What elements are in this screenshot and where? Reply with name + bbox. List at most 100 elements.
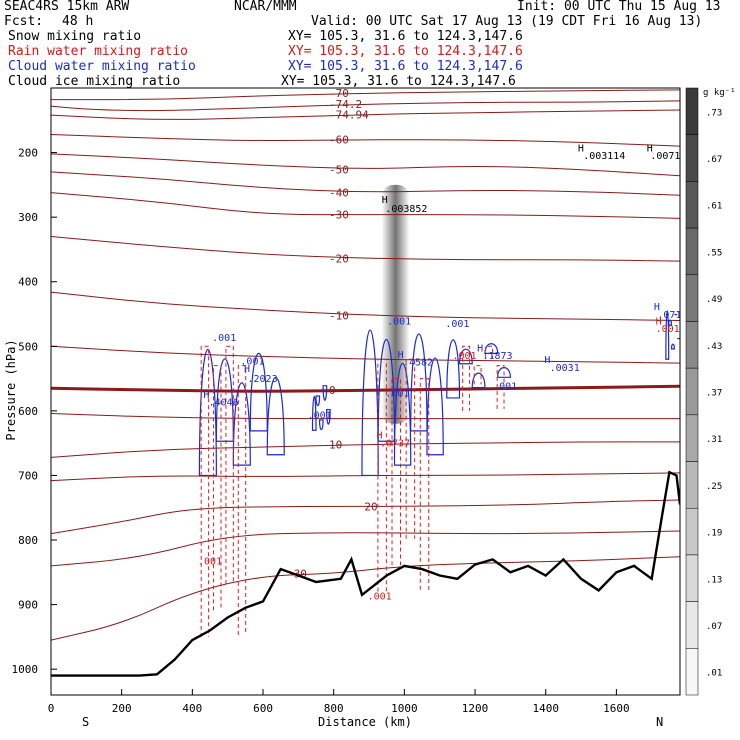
center-label: NCAR/MMM: [234, 0, 297, 14]
contour-annotation: .4046: [209, 398, 239, 409]
plot-area: -70-74.2-74.94-60-50-40-30-20-100102030H…: [51, 88, 680, 677]
contour-annotation: .001: [656, 324, 680, 335]
colorbar-swatch: [685, 648, 699, 696]
isotherm-3: [51, 134, 680, 147]
colorbar-swatch: [685, 274, 699, 322]
isotherm-4: [51, 153, 680, 177]
rain-contour: [496, 365, 505, 409]
isotherm-6: [51, 192, 680, 219]
isotherm-label: -10: [329, 309, 349, 322]
contour-annotation: .2023: [247, 374, 277, 385]
isotherm-5: [51, 171, 680, 196]
contour-annotation: H: [376, 431, 382, 442]
cloud-water-contour: [665, 310, 670, 360]
colorbar-label: .61: [706, 202, 722, 212]
cloud-water-contour: [426, 357, 444, 456]
rain-region-2: [462, 345, 505, 411]
colorbar-label: .55: [706, 248, 722, 258]
x-tick-label: 200: [112, 702, 132, 715]
isotherm-label: -50: [329, 163, 349, 176]
contour-annotation: H: [544, 355, 550, 366]
contour-annotation: .0031: [550, 363, 580, 374]
field-cloud-ice-name: Cloud ice mixing ratio: [8, 74, 181, 89]
isotherm-11: [51, 413, 680, 420]
endpoint-north: N: [656, 715, 663, 729]
colorbar-label: .67: [706, 155, 722, 165]
contour-annotation: .0071: [650, 151, 680, 162]
cloud-water-region-0: [198, 349, 285, 477]
isotherm-10: [51, 384, 680, 393]
init-time: Init: 00 UTC Thu 15 Aug 13: [517, 0, 721, 14]
cloud-water-contour: [318, 419, 324, 431]
axes: 0 200 400 600 800 1000 1200 1400 160020030040050…: [4, 147, 663, 729]
cloud-water-contour: [361, 329, 379, 477]
rain-contour: [200, 345, 210, 637]
cloud-water-contour: [311, 395, 317, 431]
colorbar-swatch: [685, 601, 699, 649]
colorbar-swatch: [685, 87, 699, 135]
rain-contour: [391, 378, 401, 566]
contour-annotation: H: [203, 390, 209, 401]
contour-annotation: H: [382, 195, 388, 206]
forecast-hours: 48 h: [62, 14, 94, 29]
colorbar-label: .73: [706, 108, 722, 118]
isotherm-9: [51, 345, 680, 364]
x-tick-label: 1600: [603, 702, 630, 715]
colorbar-units: g kg⁻¹: [703, 88, 736, 98]
isotherm-label: -74.94: [329, 108, 369, 121]
y-tick-label: 900: [18, 599, 38, 612]
y-tick-label: 800: [18, 534, 38, 547]
contour-annotation: .001: [387, 316, 411, 327]
cloud-water-contour: [326, 408, 331, 425]
x-tick-label: 0: [48, 702, 55, 715]
rain-contour: [237, 365, 247, 635]
cloud-water-contour: [377, 339, 396, 442]
y-tick-label: 600: [18, 405, 38, 418]
colorbar-label: .43: [706, 342, 722, 352]
cloud-water-contour: [471, 372, 486, 389]
y-tick-label: 500: [18, 340, 38, 353]
isotherm-label: -60: [329, 134, 349, 147]
cloud-water-contour: [497, 367, 511, 378]
colorbar-label: .49: [706, 295, 722, 305]
colorbar-swatch: [685, 414, 699, 462]
cloud-water-contour: [322, 385, 328, 401]
field-cloud-water-name: Cloud water mixing ratio: [8, 59, 196, 74]
isotherm-1: [51, 100, 680, 112]
contour-annotation: .001: [493, 382, 517, 393]
cloud-water-contour: [670, 343, 675, 350]
contour-annotation: .003852: [385, 204, 427, 215]
isotherm-label: 10: [329, 438, 342, 451]
x-tick-label: 1400: [532, 702, 559, 715]
isotherm-label: 20: [364, 500, 377, 513]
cloud-water-region-2: [361, 329, 444, 477]
contour-annotation: H: [578, 143, 584, 154]
field-rain-name: Rain water mixing ratio: [8, 44, 189, 59]
cloud-water-contour: [249, 353, 268, 432]
x-tick-label: 800: [324, 702, 344, 715]
colorbar-swatch: [685, 367, 699, 416]
rain-contour: [377, 358, 387, 592]
forecast-label: Fcst:: [4, 14, 44, 29]
field-snow-name: Snow mixing ratio: [8, 29, 142, 44]
valid-time: Valid: 00 UTC Sat 17 Aug 13 (19 CDT Fri …: [311, 14, 703, 29]
x-tick-label: 1200: [462, 702, 489, 715]
colorbar-swatch: [685, 134, 699, 182]
cloud-water-contour: [410, 333, 428, 432]
contour-annotation: .001: [240, 356, 264, 367]
isotherm-label: -30: [329, 209, 349, 222]
isotherm-2: [51, 109, 680, 120]
isotherm-label: -40: [329, 187, 349, 200]
contour-annotation: .001: [445, 319, 469, 330]
colorbar-label: .07: [706, 622, 722, 632]
cloud-water-contour: [232, 382, 251, 466]
contour-annotation: H: [647, 143, 653, 154]
rain-contour: [405, 358, 416, 539]
y-tick-label: 200: [18, 147, 38, 160]
x-tick-label: 1000: [391, 702, 418, 715]
colorbar-label: .25: [706, 482, 722, 492]
colorbar-swatch: [685, 554, 699, 602]
cloud-water-contour: [458, 348, 473, 365]
contour-annotation: H: [398, 350, 404, 361]
cloud-water-contour: [446, 339, 461, 399]
